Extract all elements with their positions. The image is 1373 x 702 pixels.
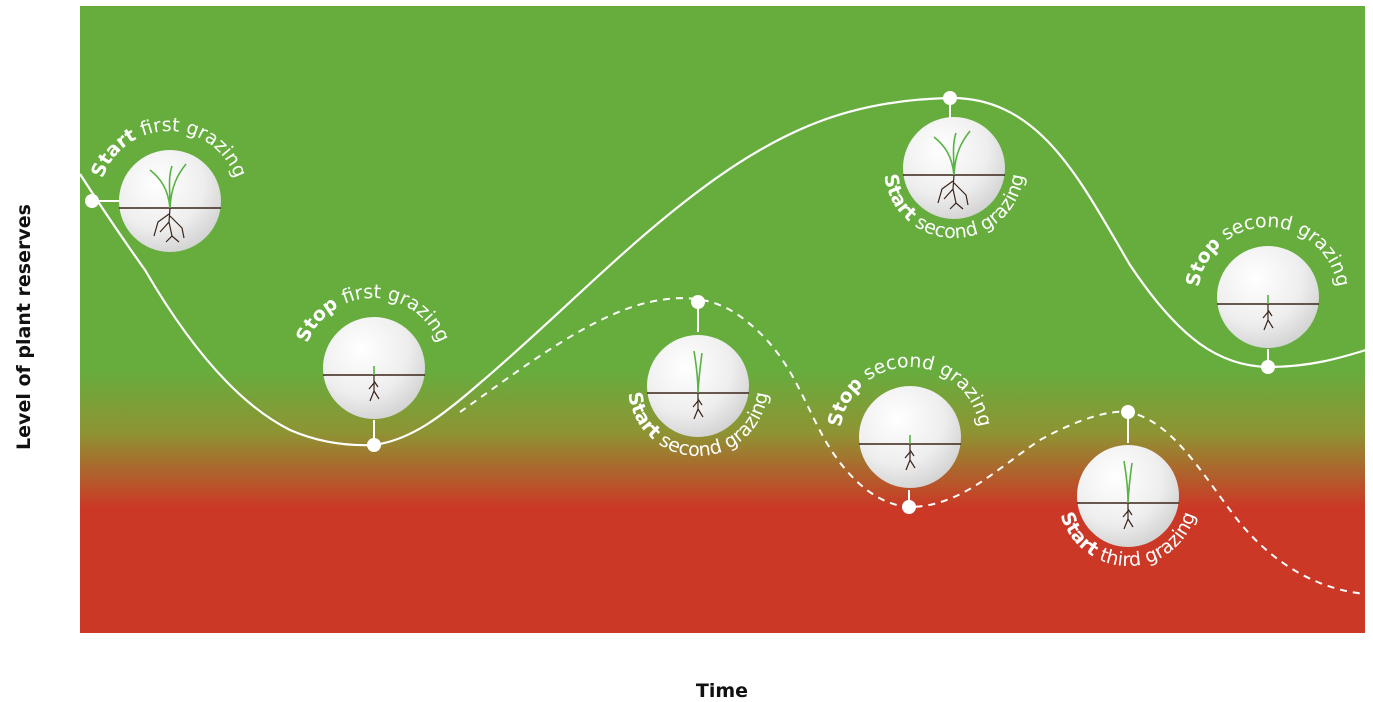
plant-ball-start-2-solid xyxy=(903,117,1005,219)
plant-ball-stop-1 xyxy=(323,317,425,419)
curve-markers xyxy=(85,91,1275,514)
plant-shoot xyxy=(693,350,703,394)
plant-ball-start-3-dashed xyxy=(1077,445,1179,547)
marker-start-2-solid xyxy=(943,91,957,105)
plant-balls xyxy=(119,117,1319,547)
marker-stop-2-dashed xyxy=(902,500,916,514)
plant-shoot xyxy=(933,130,971,176)
plant-roots xyxy=(904,444,916,471)
plant-roots xyxy=(692,393,704,420)
plant-ball-start-1 xyxy=(119,150,221,252)
plant-ball-stop-2-dashed xyxy=(859,386,961,488)
plant-roots xyxy=(153,207,185,243)
marker-start-3-dashed xyxy=(1121,405,1135,419)
plant-roots xyxy=(368,375,380,402)
plant-roots xyxy=(1122,503,1134,530)
marker-start-2-dashed xyxy=(691,295,705,309)
solid-curve xyxy=(79,96,1367,447)
plant-shoot xyxy=(1123,460,1133,504)
marker-stop-2-solid xyxy=(1261,360,1275,374)
plant-roots xyxy=(937,174,969,210)
plant-ball-start-2-dashed xyxy=(647,335,749,437)
marker-stop-1 xyxy=(367,438,381,452)
marker-start-1 xyxy=(85,194,99,208)
plant-ball-stop-2-solid xyxy=(1217,246,1319,348)
y-axis-label: Level of plant reserves xyxy=(13,204,35,450)
plant-shoot xyxy=(149,163,187,209)
x-axis-label: Time xyxy=(696,680,748,702)
plant-roots xyxy=(1262,304,1274,331)
